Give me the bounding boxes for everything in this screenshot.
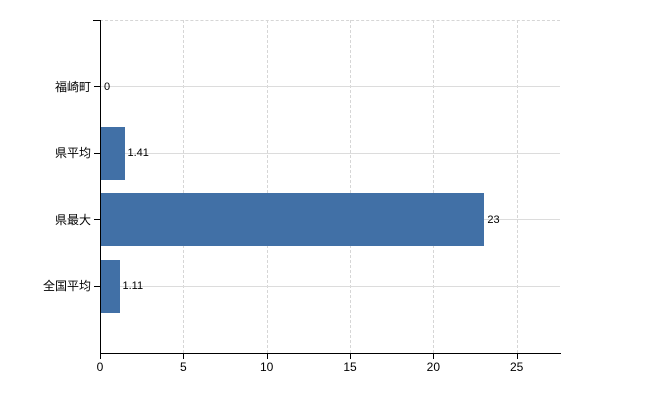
y-axis-end-tick: [93, 20, 100, 21]
horizontal-gridline: [101, 86, 560, 88]
y-axis-line: [100, 20, 101, 354]
bar-value-label: 1.11: [122, 280, 144, 293]
bar: [101, 259, 120, 313]
vertical-gridline: [183, 20, 185, 353]
x-axis-line: [100, 353, 561, 354]
y-tick: [94, 86, 100, 88]
vertical-gridline: [266, 20, 268, 353]
x-tick-label: 15: [343, 360, 357, 374]
plot-top-border: [100, 20, 560, 21]
x-tick-label: 25: [509, 360, 524, 374]
x-tick: [266, 354, 268, 359]
y-tick: [94, 152, 100, 154]
vertical-gridline: [350, 20, 351, 353]
x-tick-label: 0: [96, 360, 104, 374]
bar-value-label: 23: [487, 213, 500, 226]
category-label: 県平均: [54, 146, 91, 161]
category-label: 全国平均: [42, 279, 91, 294]
vertical-gridline: [516, 20, 518, 353]
category-label: 福崎町: [54, 79, 91, 94]
bar: [101, 126, 125, 180]
y-tick: [94, 285, 100, 287]
x-tick-label: 10: [259, 360, 274, 374]
x-tick: [516, 354, 518, 359]
x-tick-label: 5: [179, 360, 187, 374]
vertical-gridline: [433, 20, 435, 353]
bar-value-label: 1.41: [127, 147, 149, 160]
bar: [101, 193, 485, 247]
x-tick: [100, 354, 101, 359]
x-tick: [433, 354, 435, 359]
y-tick: [94, 219, 100, 221]
horizontal-gridline: [101, 285, 560, 287]
x-tick: [350, 354, 351, 359]
x-tick: [183, 354, 185, 359]
bar-value-label: 0: [104, 80, 111, 93]
x-tick-label: 20: [426, 360, 440, 374]
category-label: 県最大: [54, 212, 91, 227]
horizontal-gridline: [101, 152, 560, 154]
